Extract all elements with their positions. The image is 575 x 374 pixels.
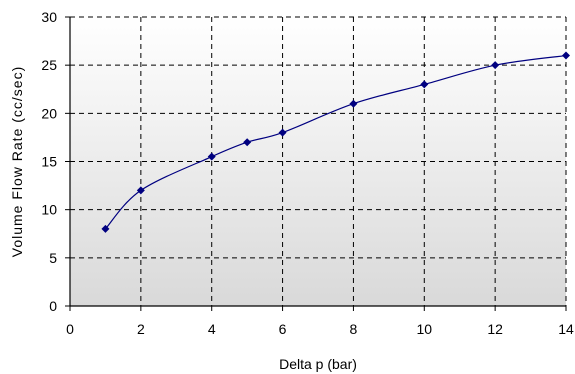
x-tick-label: 0: [66, 321, 74, 337]
series-line: [104, 54, 567, 230]
x-tick-label: 14: [558, 321, 574, 337]
x-tick-label: 2: [137, 321, 145, 337]
x-tick-label: 6: [279, 321, 287, 337]
axes: [65, 16, 567, 311]
data-series: [101, 51, 570, 233]
y-axis-title: Volume Flow Rate (cc/sec): [9, 66, 25, 258]
data-point-marker: [207, 152, 216, 161]
data-point-marker: [243, 138, 252, 147]
y-tick-label: 30: [41, 9, 57, 25]
x-tick-labels: 0 2 4 6 8 10 12 14: [66, 321, 574, 337]
y-tick-label: 15: [41, 154, 57, 170]
y-tick-label: 25: [41, 57, 57, 73]
x-axis-title: Delta p (bar): [279, 356, 357, 372]
data-point-marker: [420, 80, 429, 89]
y-tick-label: 5: [49, 250, 57, 266]
x-tick-label: 12: [487, 321, 503, 337]
y-tick-label: 10: [41, 202, 57, 218]
x-tick-label: 10: [416, 321, 432, 337]
y-tick-label: 20: [41, 105, 57, 121]
data-point-marker: [349, 99, 358, 108]
x-tick-label: 8: [350, 321, 358, 337]
x-tick-label: 4: [208, 321, 216, 337]
data-point-marker: [136, 186, 145, 195]
data-point-marker: [101, 224, 110, 233]
data-point-marker: [562, 51, 570, 60]
grid-lines: [70, 16, 567, 306]
data-point-marker: [491, 61, 500, 70]
data-point-marker: [278, 128, 287, 137]
y-tick-label: 0: [49, 298, 57, 314]
y-tick-labels: 0 5 10 15 20 25 30: [41, 9, 57, 314]
